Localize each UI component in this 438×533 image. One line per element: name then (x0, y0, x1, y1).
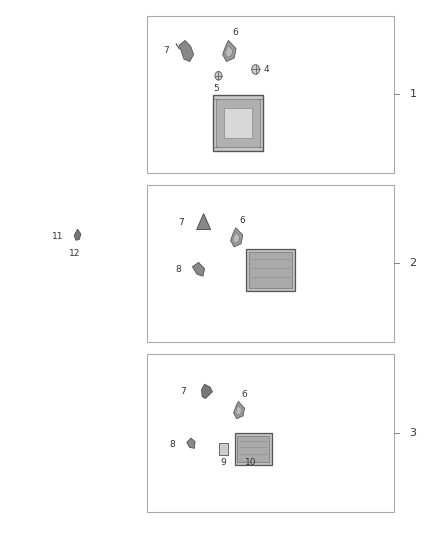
Bar (213, 95, 264, 151)
Bar (237, 436, 269, 462)
Polygon shape (225, 46, 233, 58)
Text: 7: 7 (178, 217, 184, 227)
Text: 3: 3 (410, 428, 417, 438)
Bar (216, 99, 261, 147)
Polygon shape (233, 232, 240, 243)
Text: 7: 7 (180, 387, 187, 396)
Text: 4: 4 (264, 65, 269, 74)
Polygon shape (230, 228, 243, 247)
Bar (147, 185, 394, 342)
Text: 12: 12 (69, 249, 81, 258)
Polygon shape (187, 438, 195, 448)
Polygon shape (233, 401, 244, 419)
Text: 10: 10 (245, 458, 256, 467)
Circle shape (215, 71, 222, 80)
Text: 11: 11 (52, 232, 64, 240)
Polygon shape (223, 41, 236, 61)
Text: 8: 8 (176, 265, 181, 274)
Text: 7: 7 (163, 46, 169, 55)
Polygon shape (192, 262, 205, 276)
Bar (234, 433, 272, 465)
Text: 6: 6 (239, 216, 245, 225)
Text: 6: 6 (233, 28, 239, 37)
Text: 2: 2 (410, 259, 417, 268)
Polygon shape (236, 406, 242, 415)
Bar (219, 443, 228, 455)
Bar (224, 108, 252, 138)
Polygon shape (179, 41, 194, 61)
Bar (246, 248, 294, 291)
Polygon shape (197, 214, 211, 230)
Bar (249, 252, 292, 288)
Bar (147, 354, 394, 512)
Polygon shape (74, 229, 81, 240)
Text: 8: 8 (170, 440, 175, 449)
Text: 1: 1 (410, 90, 417, 99)
Circle shape (252, 64, 260, 74)
Text: 6: 6 (242, 390, 247, 399)
Text: 9: 9 (221, 458, 226, 467)
Bar (147, 16, 394, 173)
Polygon shape (201, 384, 212, 399)
Text: 5: 5 (213, 84, 219, 93)
